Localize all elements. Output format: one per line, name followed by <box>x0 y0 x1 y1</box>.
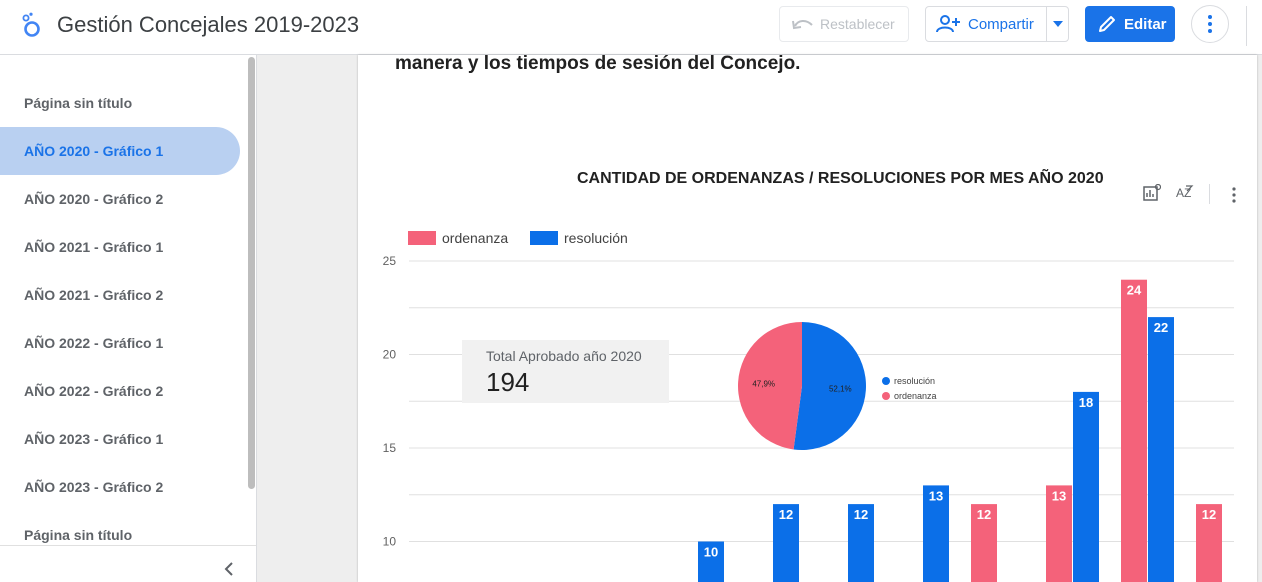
legend-item-ordenanza[interactable]: ordenanza <box>408 230 508 246</box>
nav-item-2020-grafico-2[interactable]: AÑO 2020 - Gráfico 2 <box>0 175 240 223</box>
nav-item-label: AÑO 2021 - Gráfico 1 <box>24 239 164 255</box>
nav-item-label: Página sin título <box>24 95 133 111</box>
more-options-button[interactable] <box>1191 5 1229 43</box>
add-person-icon <box>936 15 960 33</box>
logo-icon[interactable] <box>22 12 42 38</box>
nav-item-2022-grafico-1[interactable]: AÑO 2022 - Gráfico 1 <box>0 319 240 367</box>
report-title: Gestión Concejales 2019-2023 <box>57 12 360 37</box>
legend-label: ordenanza <box>442 230 509 246</box>
reset-button[interactable]: Restablecer <box>779 6 909 42</box>
share-main[interactable]: Compartir <box>926 7 1046 41</box>
nav-item-label: AÑO 2022 - Gráfico 2 <box>24 383 164 399</box>
toolbar-divider <box>1209 184 1210 204</box>
nav-item-2021-grafico-1[interactable]: AÑO 2021 - Gráfico 1 <box>0 223 240 271</box>
nav-item-label: Página sin título <box>24 527 133 543</box>
topbar-divider <box>1246 6 1247 46</box>
edit-label: Editar <box>1124 15 1167 33</box>
legend-label: resolución <box>564 230 628 246</box>
scorecard: Total Aprobado año 2020 194 <box>462 340 669 403</box>
nav-item-label: AÑO 2022 - Gráfico 1 <box>24 335 164 351</box>
legend-swatch <box>408 231 436 245</box>
nav-item-label: AÑO 2023 - Gráfico 1 <box>24 431 164 447</box>
share-label: Compartir <box>968 15 1034 33</box>
pie-slice-ordenanza[interactable] <box>737 322 802 450</box>
page-navigation: Página sin título AÑO 2020 - Gráfico 1 A… <box>0 55 257 582</box>
nav-item-2020-grafico-1[interactable]: AÑO 2020 - Gráfico 1 <box>0 127 240 175</box>
nav-item-2023-grafico-1[interactable]: AÑO 2023 - Gráfico 1 <box>0 415 240 463</box>
pie-legend-dot <box>882 376 890 385</box>
edit-button[interactable]: Editar <box>1085 6 1175 42</box>
pie-legend-label: resolución <box>894 375 936 386</box>
pie-legend-item: resolución <box>882 373 937 388</box>
report-page <box>358 55 1257 582</box>
undo-icon <box>792 20 813 30</box>
chevron-left-icon[interactable] <box>220 560 238 578</box>
sidebar-divider <box>0 545 256 546</box>
reset-label: Restablecer <box>820 16 895 32</box>
scorecard-value: 194 <box>486 367 530 397</box>
top-bar: Gestión Concejales 2019-2023 Restablecer… <box>0 0 1262 55</box>
pie-legend-item: ordenanza <box>882 388 937 403</box>
nav-item-2021-grafico-2[interactable]: AÑO 2021 - Gráfico 2 <box>0 271 240 319</box>
more-vert-icon <box>1208 15 1212 33</box>
chart-title: CANTIDAD DE ORDENANZAS / RESOLUCIONES PO… <box>577 170 1104 187</box>
pencil-icon <box>1099 16 1115 32</box>
pie-legend-dot <box>882 391 890 400</box>
legend-item-resolucion[interactable]: resolución <box>530 230 628 246</box>
pie-slice-label: 47,9% <box>752 379 775 388</box>
legend-swatch <box>530 231 558 245</box>
intro-text: manera y los tiempos de sesión del Conce… <box>395 53 801 74</box>
pie-slice-label: 52,1% <box>829 385 852 394</box>
nav-item-label: AÑO 2020 - Gráfico 2 <box>24 191 164 207</box>
share-dropdown[interactable] <box>1046 7 1068 41</box>
share-button[interactable]: Compartir <box>925 6 1069 42</box>
nav-item-2022-grafico-2[interactable]: AÑO 2022 - Gráfico 2 <box>0 367 240 415</box>
nav-item-2023-grafico-2[interactable]: AÑO 2023 - Gráfico 2 <box>0 463 240 511</box>
pie-legend-label: ordenanza <box>894 390 937 401</box>
nav-item-label: AÑO 2021 - Gráfico 2 <box>24 287 164 303</box>
sort-az-icon[interactable]: AZ <box>1175 184 1195 202</box>
nav-item-label: AÑO 2020 - Gráfico 1 <box>24 143 164 159</box>
scorecard-label: Total Aprobado año 2020 <box>486 348 642 364</box>
pie-legend: resolución ordenanza <box>882 373 937 403</box>
pie-chart: 52,1% 47,9% <box>737 322 866 450</box>
chart-menu-icon[interactable] <box>1232 187 1236 203</box>
nav-item-label: AÑO 2023 - Gráfico 2 <box>24 479 164 495</box>
chart-settings-icon[interactable] <box>1143 184 1161 202</box>
chevron-down-icon <box>1052 21 1063 27</box>
nav-item-page-1[interactable]: Página sin título <box>0 79 240 127</box>
nav-item-page-10[interactable]: Página sin título <box>0 511 240 559</box>
svg-text:AZ: AZ <box>1176 186 1191 200</box>
sidebar-scrollbar[interactable] <box>248 57 255 489</box>
pie-slice-resolucion[interactable] <box>793 322 866 450</box>
